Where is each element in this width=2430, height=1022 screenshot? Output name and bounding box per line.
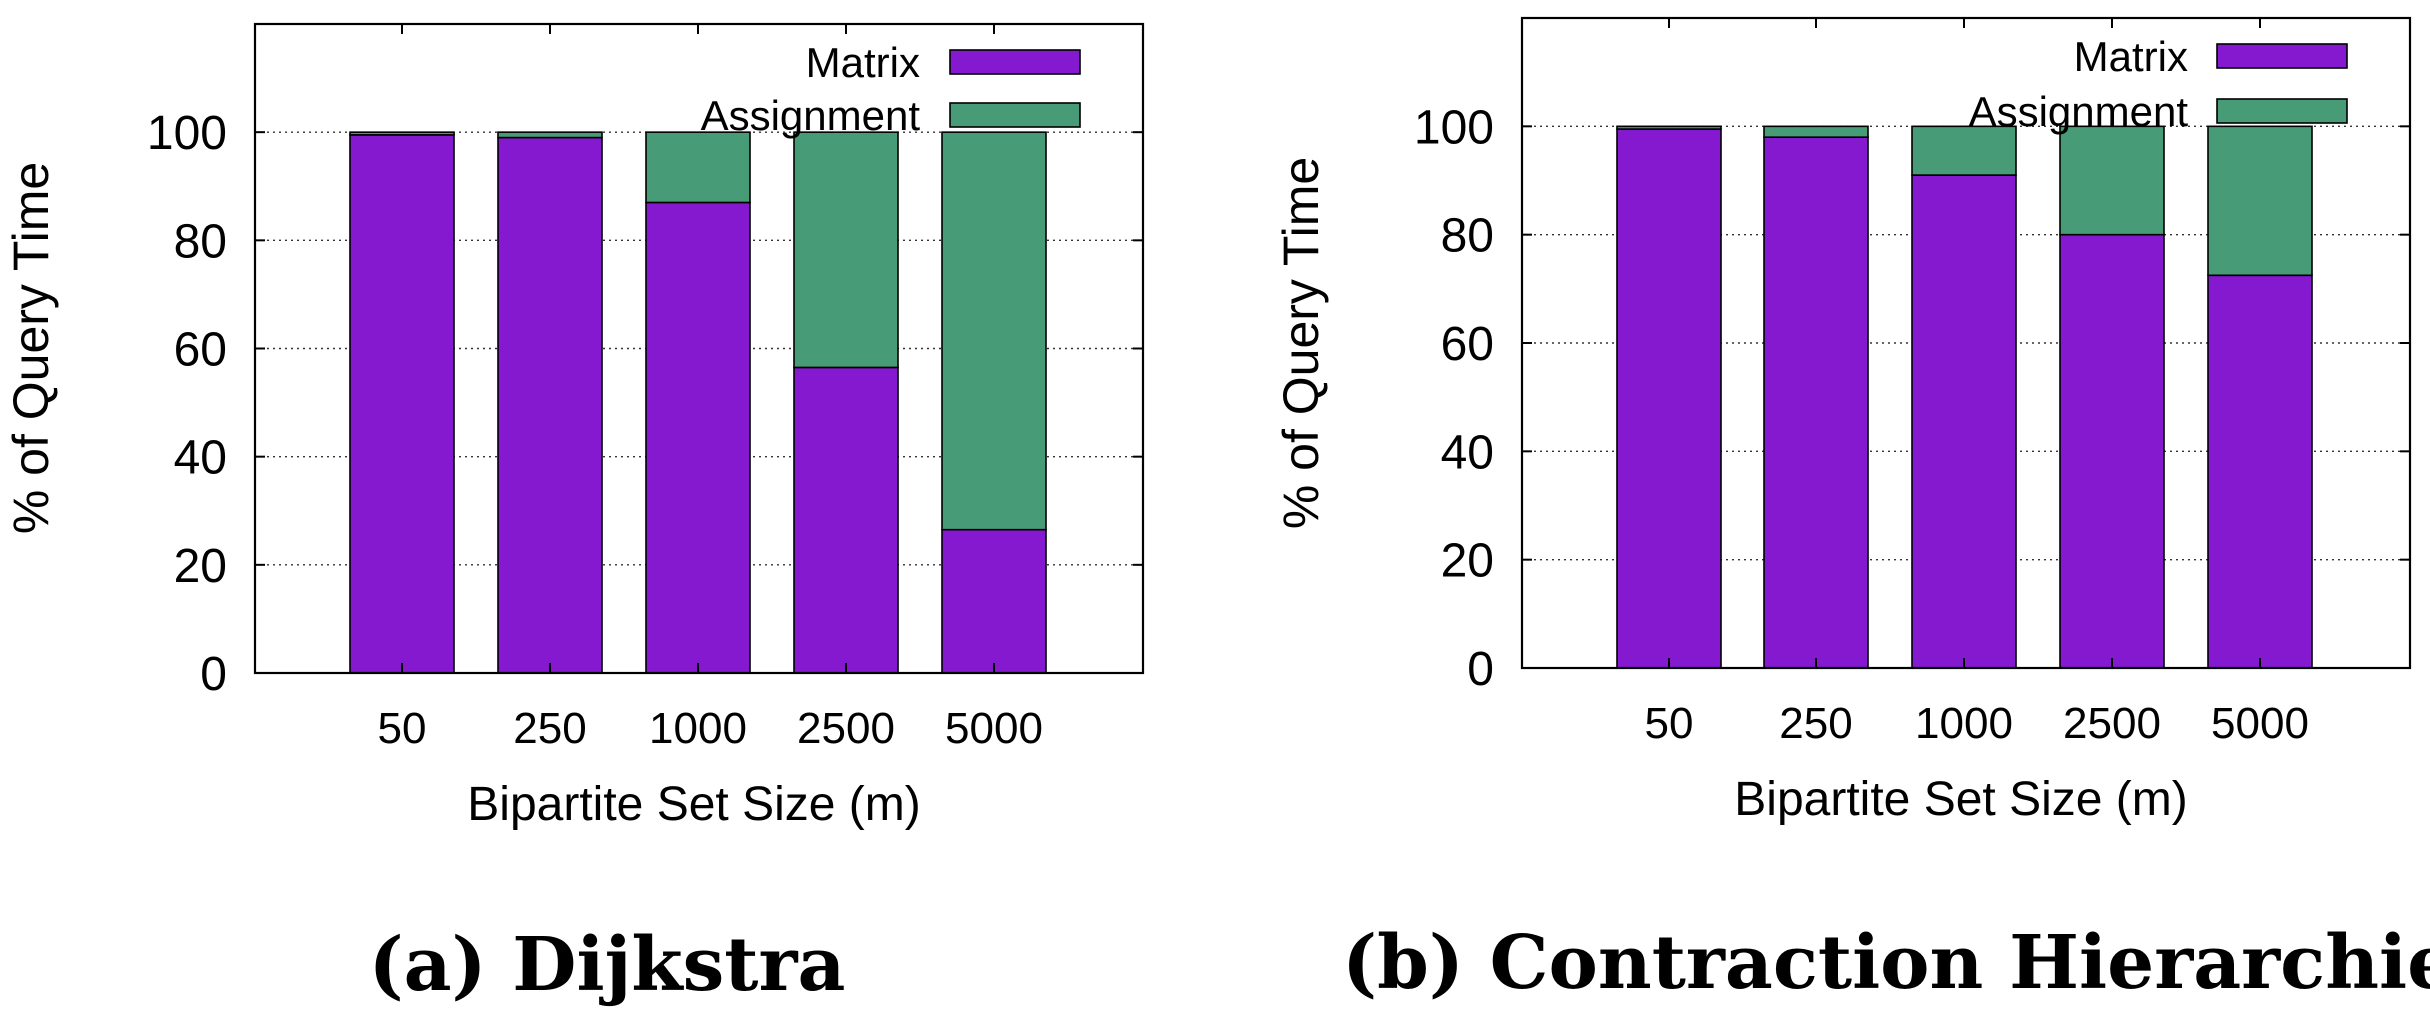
bar-assignment-5000 [2207,125,2313,277]
y-tick-label: 40 [174,432,227,485]
legend-label-assignment: Assignment [1969,88,2189,135]
chart-contraction-hierarchies: 0 20 40 60 80 100 50 250 1000 2500 5000 Matrix Assig… [1273,16,2430,1006]
x-tick-label: 250 [513,704,586,753]
y-tick-label: 0 [1467,643,1494,696]
legend-swatch-assignment [949,102,1081,128]
plot-frame [253,22,1145,675]
bar-assignment-5000 [941,131,1047,531]
legend-swatch-assignment [2216,98,2348,124]
bar-assignment-1000 [645,131,751,204]
bar-matrix-50 [1616,128,1722,669]
legend-swatch-matrix [2216,43,2348,69]
bar-matrix-250 [1763,136,1869,669]
bar-matrix-1000 [645,201,751,674]
bar-matrix-2500 [793,366,899,674]
bar-assignment-2500 [793,131,899,369]
chart-caption: (a) Dijkstra [369,922,846,1008]
plot-frame [1520,16,2412,670]
x-tick-label: 2500 [797,704,895,753]
bar-assignment-1000 [1911,125,2017,176]
x-tick-label: 250 [1779,699,1852,748]
legend-swatch-matrix [949,49,1081,75]
y-tick-label: 100 [147,107,227,160]
x-tick-label: 5000 [2211,699,2309,748]
bar-assignment-2500 [2059,125,2165,236]
x-tick-label: 1000 [649,704,747,753]
x-tick-label: 1000 [1915,699,2013,748]
chart-caption: (b) Contraction Hierarchies [1342,920,2430,1006]
legend-label-assignment: Assignment [701,92,921,139]
bar-matrix-5000 [941,528,1047,674]
bar-assignment-250 [497,131,603,139]
y-tick-label: 20 [174,540,227,593]
bar-assignment-50 [349,131,455,136]
x-axis-label: Bipartite Set Size (m) [467,778,920,831]
y-tick-label: 60 [1441,318,1494,371]
y-tick-label: 0 [200,648,227,701]
y-tick-label: 60 [174,324,227,377]
bar-assignment-250 [1763,125,1869,138]
x-tick-label: 5000 [945,704,1043,753]
bar-matrix-250 [497,136,603,674]
y-tick-label: 20 [1441,535,1494,588]
y-tick-label: 40 [1441,426,1494,479]
chart-dijkstra: 0 20 40 60 80 100 50 250 1000 2500 5000 Matrix Assig… [3,22,1145,1008]
y-axis-label: % of Query Time [3,162,59,534]
bar-matrix-2500 [2059,233,2165,669]
x-axis-label: Bipartite Set Size (m) [1734,773,2187,826]
x-tick-label: 2500 [2063,699,2161,748]
y-tick-label: 100 [1414,101,1494,154]
y-axis-label: % of Query Time [1273,157,1329,529]
legend-label-matrix: Matrix [2074,33,2188,80]
bar-assignment-50 [1616,125,1722,130]
x-tick-label: 50 [1645,699,1694,748]
x-tick-label: 50 [378,704,427,753]
bar-matrix-1000 [1911,174,2017,669]
y-tick-label: 80 [174,215,227,268]
legend-label-matrix: Matrix [806,39,920,86]
bar-matrix-50 [349,134,455,674]
bar-matrix-5000 [2207,274,2313,669]
y-tick-label: 80 [1441,210,1494,263]
